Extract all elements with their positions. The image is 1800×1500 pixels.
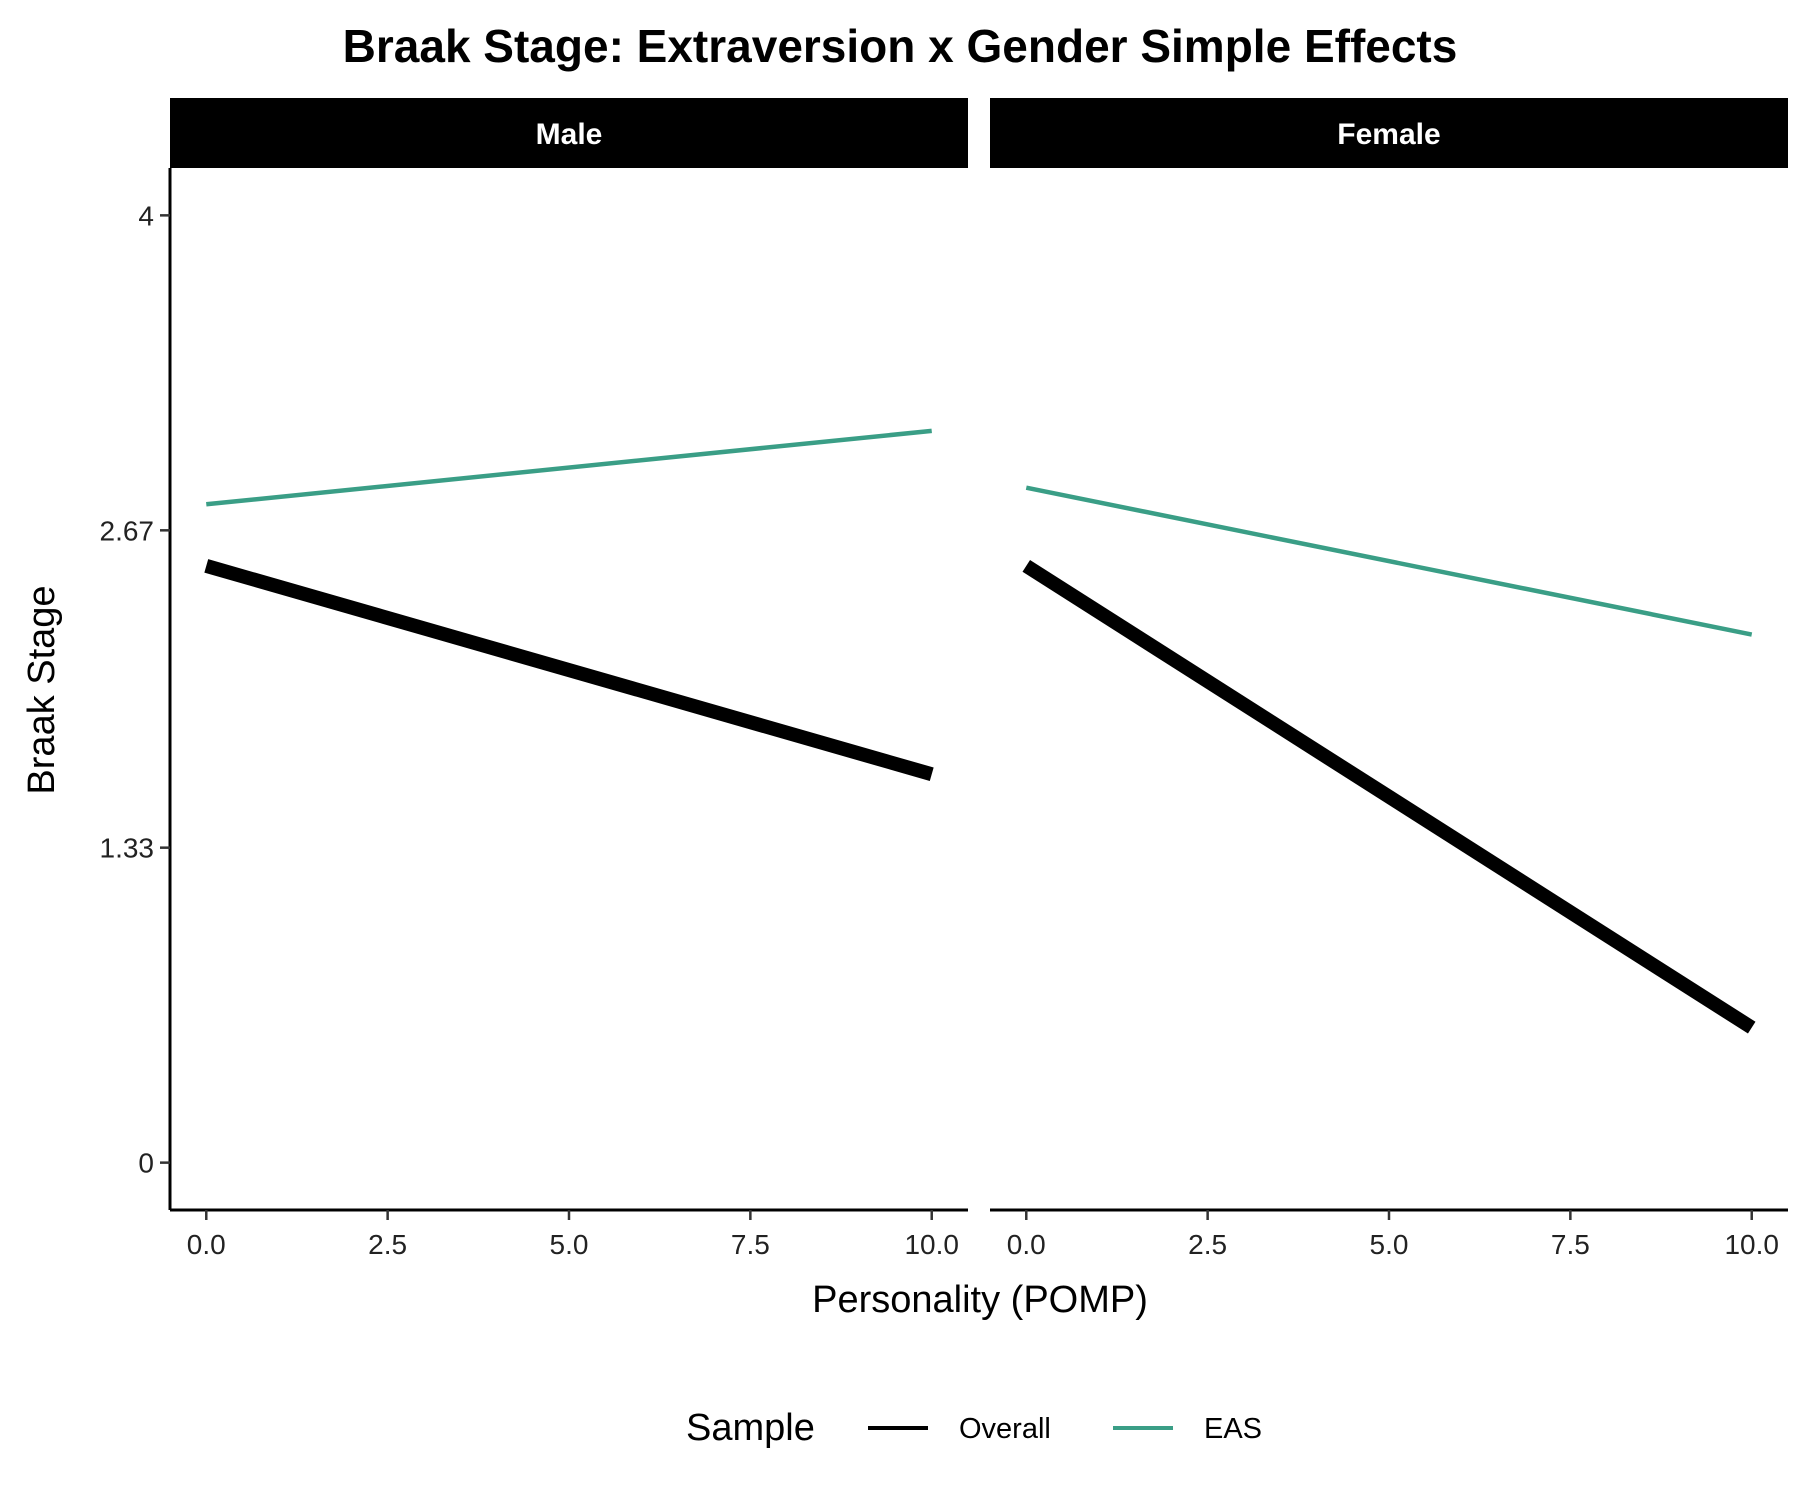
x-tick-label: 2.5 (368, 1229, 407, 1260)
panel-male: Male 0.0 2.5 5.0 7.5 10.0 0 1.33 2.67 4 (100, 98, 968, 1260)
panel-strip-label: Male (536, 118, 603, 151)
x-tick-label: 10.0 (1724, 1229, 1779, 1260)
x-tick-label: 0.0 (187, 1229, 226, 1260)
x-tick-label: 7.5 (731, 1229, 770, 1260)
x-tick-label: 0.0 (1007, 1229, 1046, 1260)
series-line-eas (206, 428, 932, 507)
series-line-eas (1025, 485, 1753, 637)
x-tick-label: 5.0 (550, 1229, 589, 1260)
legend: Sample Overall EAS (686, 1407, 1262, 1449)
y-axis-title: Braak Stage (21, 585, 63, 794)
panels: Male 0.0 2.5 5.0 7.5 10.0 0 1.33 2.67 4 Female 0.0 2… (100, 98, 1788, 1260)
panel-strip-label: Female (1337, 118, 1440, 151)
panel-strip (990, 98, 1788, 168)
legend-label-overall: Overall (959, 1413, 1051, 1445)
series-line-overall (204, 559, 934, 781)
x-axis-title: Personality (POMP) (812, 1279, 1148, 1321)
y-tick-label: 2.67 (100, 515, 155, 546)
panel-strip (170, 98, 968, 168)
x-tick-label: 10.0 (904, 1229, 959, 1260)
x-tick-label: 7.5 (1551, 1229, 1590, 1260)
y-tick-label: 0 (138, 1148, 154, 1179)
y-tick-label: 1.33 (100, 833, 155, 864)
y-tick-label: 4 (138, 200, 154, 231)
legend-label-eas: EAS (1204, 1413, 1262, 1445)
x-tick-label: 2.5 (1188, 1229, 1227, 1260)
chart-title: Braak Stage: Extraversion x Gender Simpl… (343, 20, 1458, 72)
panel-female: Female 0.0 2.5 5.0 7.5 10.0 (990, 98, 1788, 1260)
series-line-overall (1022, 559, 1756, 1034)
legend-title: Sample (686, 1407, 815, 1449)
x-tick-label: 5.0 (1370, 1229, 1409, 1260)
